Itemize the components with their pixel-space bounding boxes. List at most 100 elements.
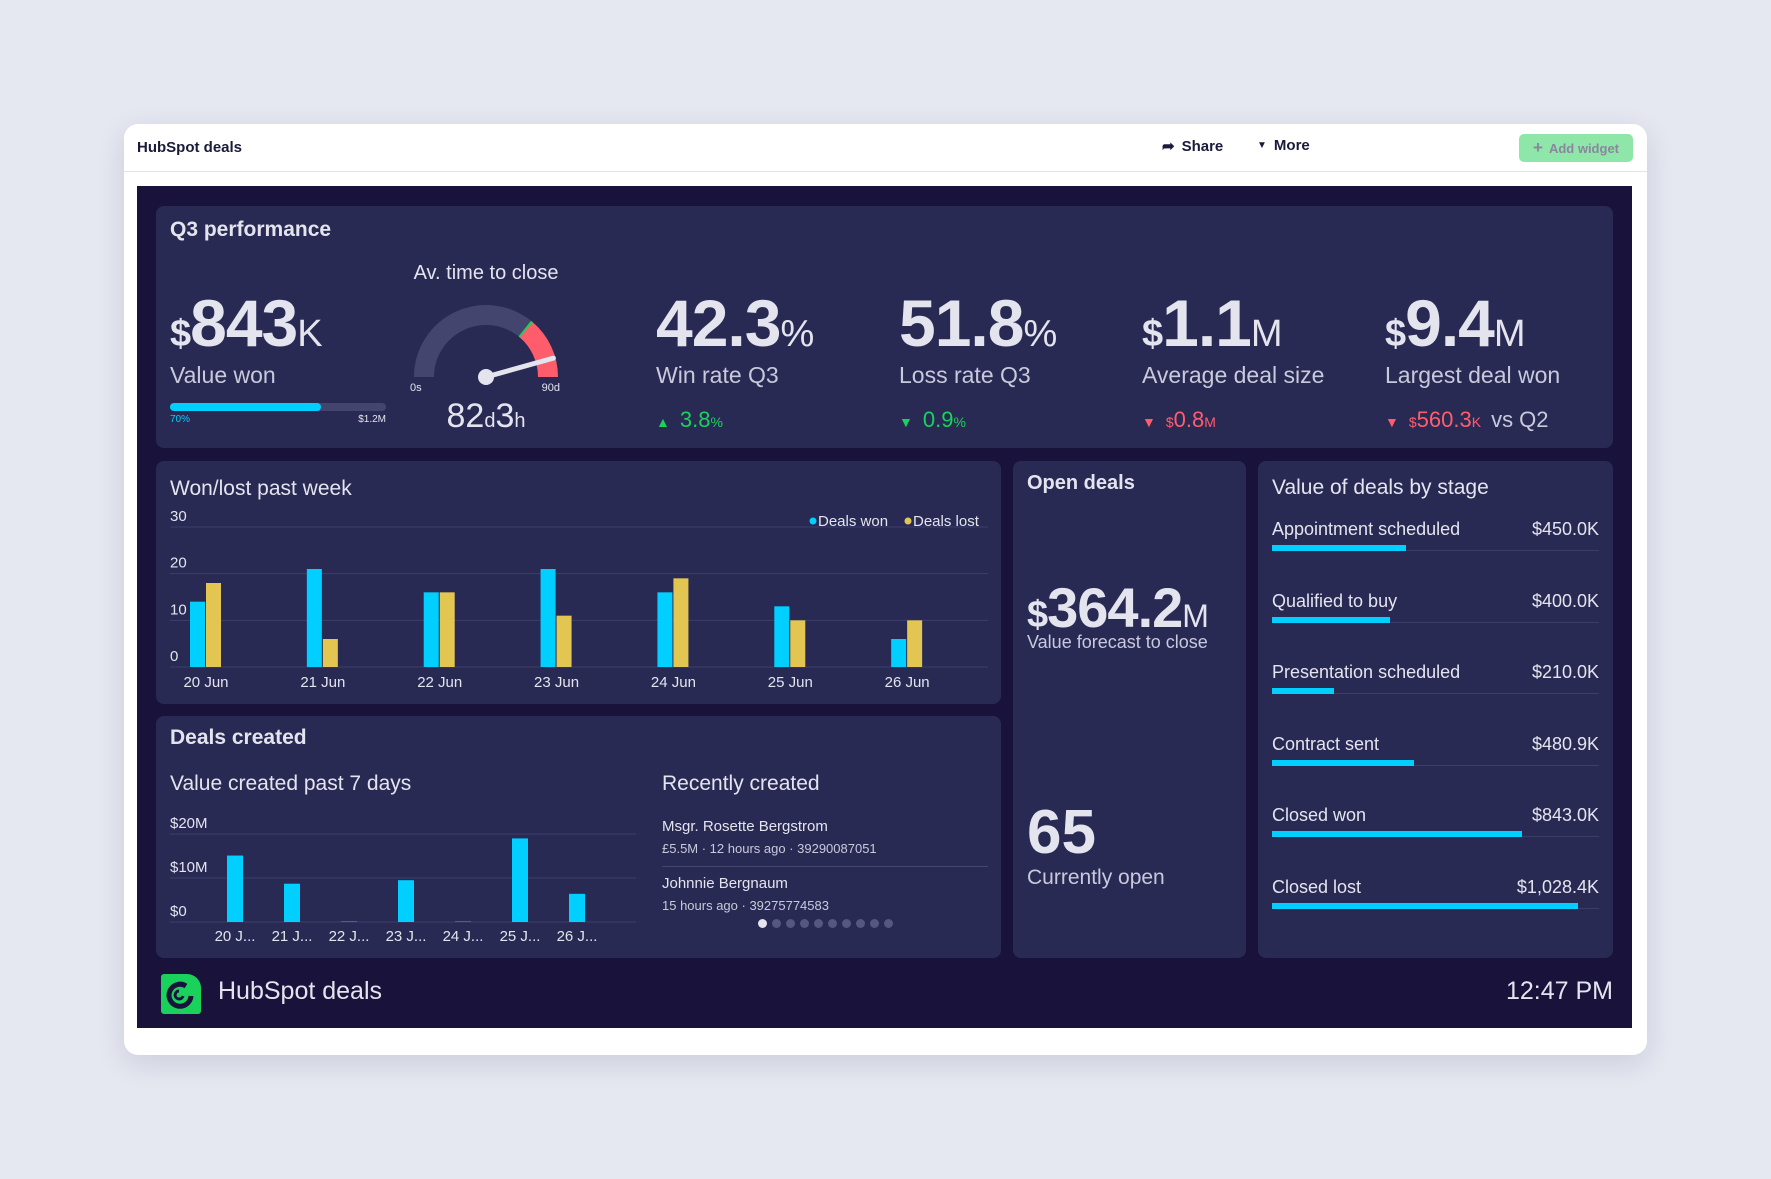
stage-label: Presentation scheduled — [1272, 662, 1461, 682]
stage-bar-track — [1272, 759, 1599, 766]
stage-value: $450.0K — [1531, 519, 1599, 539]
kpi-label: Win rate Q3 — [656, 362, 779, 388]
triangle-down-icon: ▼ — [1142, 414, 1156, 430]
y-tick-label: 20 — [170, 555, 187, 572]
stage-bar-fill — [1272, 545, 1407, 551]
kpi-label: Average deal size — [1142, 362, 1325, 388]
share-icon: ➦ — [1162, 138, 1175, 155]
legend-label: Deals won — [818, 513, 888, 530]
stage-row: Appointment scheduled $450.0K — [1272, 519, 1599, 551]
gauge-red-zone — [518, 321, 558, 378]
bar-deals-won — [540, 569, 556, 667]
add-widget-label: Add widget — [1548, 140, 1619, 156]
y-tick-label: 30 — [170, 508, 187, 525]
bar-deals-won — [306, 569, 322, 667]
widget-title: Won/lost past week — [170, 477, 352, 500]
stage-row: Closed won $843.0K — [1272, 805, 1599, 837]
kpi-delta: ▼ $560.3K vs Q2 — [1385, 407, 1549, 432]
bar-deals-won — [774, 606, 790, 667]
gauge-target-marker — [518, 320, 533, 338]
page-dot[interactable] — [883, 919, 893, 928]
won-lost-chart: 0 10 20 30 20 Jun 21 Jun 22 Jun 23 Jun 24 Jun 25 … — [170, 508, 988, 691]
page-dot[interactable] — [785, 919, 795, 928]
bar-deals-lost — [439, 592, 455, 667]
kpi-value: 51.8 — [899, 286, 1024, 360]
bar-value-created — [512, 838, 528, 922]
bar-value-created — [227, 855, 243, 922]
deal-name: Johnnie Bergnaum — [662, 875, 788, 892]
legend-label: Deals lost — [913, 513, 980, 530]
open-count-label: Currently open — [1027, 866, 1165, 889]
gauge-max: 90d — [541, 382, 560, 394]
triangle-down-icon: ▼ — [1385, 414, 1399, 430]
kpi-value: 843 — [190, 286, 298, 360]
deals-by-stage-widget: Value of deals by stage Appointment sche… — [1258, 461, 1613, 958]
time-to-close-gauge: Av. time to close 0s 90d 82d3h — [386, 262, 586, 436]
progress-label: 70% — [170, 414, 191, 425]
stage-row: Closed lost $1,028.4K — [1272, 877, 1599, 909]
bar-deals-lost — [907, 620, 923, 667]
loss-rate-kpi: 51.8% Loss rate Q3 ▼ 0.9% — [899, 290, 1057, 433]
progress-target: $1.2M — [358, 414, 386, 425]
list-item[interactable]: Msgr. Rosette Bergstrom £5.5M · 12 hours… — [662, 818, 988, 867]
kpi-label: Largest deal won — [1385, 362, 1561, 388]
x-tick-label: 23 J... — [386, 928, 427, 945]
page-dot[interactable] — [855, 919, 865, 928]
stage-bar-fill — [1272, 902, 1578, 909]
deal-meta: 15 hours ago · 39275774583 — [662, 898, 829, 913]
largest-deal-kpi: $9.4M Largest deal won ▼ $560.3K vs Q2 — [1385, 286, 1561, 432]
share-button[interactable]: ➦ Share — [1162, 137, 1224, 156]
x-tick-label: 22 Jun — [417, 674, 462, 691]
share-label: Share — [1181, 137, 1224, 155]
geckoboard-logo — [161, 974, 201, 1014]
bar-deals-won — [423, 592, 439, 667]
kpi-value: 9.4 — [1405, 286, 1495, 360]
x-tick-label: 21 J... — [272, 928, 313, 945]
page-dot[interactable] — [869, 919, 879, 928]
kpi-value: 1.1 — [1162, 286, 1252, 360]
x-tick-label: 20 J... — [215, 928, 256, 945]
page-dot[interactable] — [827, 919, 837, 928]
kpi-unit: % — [780, 313, 814, 355]
stage-value: $400.0K — [1531, 590, 1599, 611]
gauge-track — [414, 305, 532, 378]
bar-deals-lost — [790, 620, 806, 667]
caret-down-icon: ▼ — [1257, 140, 1267, 151]
page-dot[interactable] — [841, 919, 851, 928]
dashboard-canvas: Q3 performance $843K Value won 70% $1.2M … — [137, 186, 1632, 1028]
gauge-min: 0s — [410, 382, 422, 394]
footer-clock: 12:47 PM — [1505, 977, 1613, 1005]
q3-performance-widget: Q3 performance $843K Value won 70% $1.2M … — [156, 206, 1613, 448]
x-tick-label: 22 J... — [329, 928, 370, 945]
stage-value: $210.0K — [1531, 662, 1599, 682]
page-dot[interactable] — [771, 919, 781, 928]
kpi-label: Loss rate Q3 — [899, 362, 1031, 388]
more-label: More — [1273, 137, 1310, 154]
win-rate-kpi: 42.3% Win rate Q3 ▲ 3.8% — [656, 290, 814, 433]
list-item[interactable]: Johnnie Bergnaum 15 hours ago · 39275774… — [662, 867, 988, 913]
stage-value: $1,028.4K — [1516, 876, 1599, 897]
bar-value-created — [398, 880, 414, 922]
recent-deals-list: Msgr. Rosette Bergstrom £5.5M · 12 hours… — [662, 818, 988, 928]
stage-bar-fill — [1272, 688, 1335, 694]
bar-deals-won — [657, 592, 673, 667]
stage-bar-track — [1272, 616, 1599, 623]
page-dot[interactable] — [813, 919, 823, 928]
triangle-up-icon: ▲ — [656, 414, 670, 430]
won-lost-widget: Won/lost past week 0 10 20 30 20 Jun 21 Jun 22… — [156, 461, 1001, 704]
dashboard-title: HubSpot deals — [137, 139, 243, 156]
gauge-pivot — [478, 369, 494, 385]
page-dot[interactable] — [757, 919, 767, 928]
page-dot[interactable] — [799, 919, 809, 928]
more-button[interactable]: ▼ More — [1257, 137, 1310, 154]
chart-title: Value created past 7 days — [170, 772, 412, 795]
bar-value-created — [569, 893, 585, 922]
stage-value: $480.9K — [1531, 733, 1599, 754]
open-count: 65 — [1027, 798, 1096, 867]
value-created-chart: $0 $10M $20M 20 J... 21 J... 22 J... 23 J... 24… — [170, 815, 636, 945]
stage-row: Contract sent $480.9K — [1272, 734, 1599, 766]
recently-created-title: Recently created — [662, 772, 820, 795]
y-tick-label: 10 — [170, 601, 187, 618]
add-widget-button[interactable]: + Add widget — [1519, 134, 1633, 162]
forecast-value: $364.2M — [1027, 576, 1209, 639]
